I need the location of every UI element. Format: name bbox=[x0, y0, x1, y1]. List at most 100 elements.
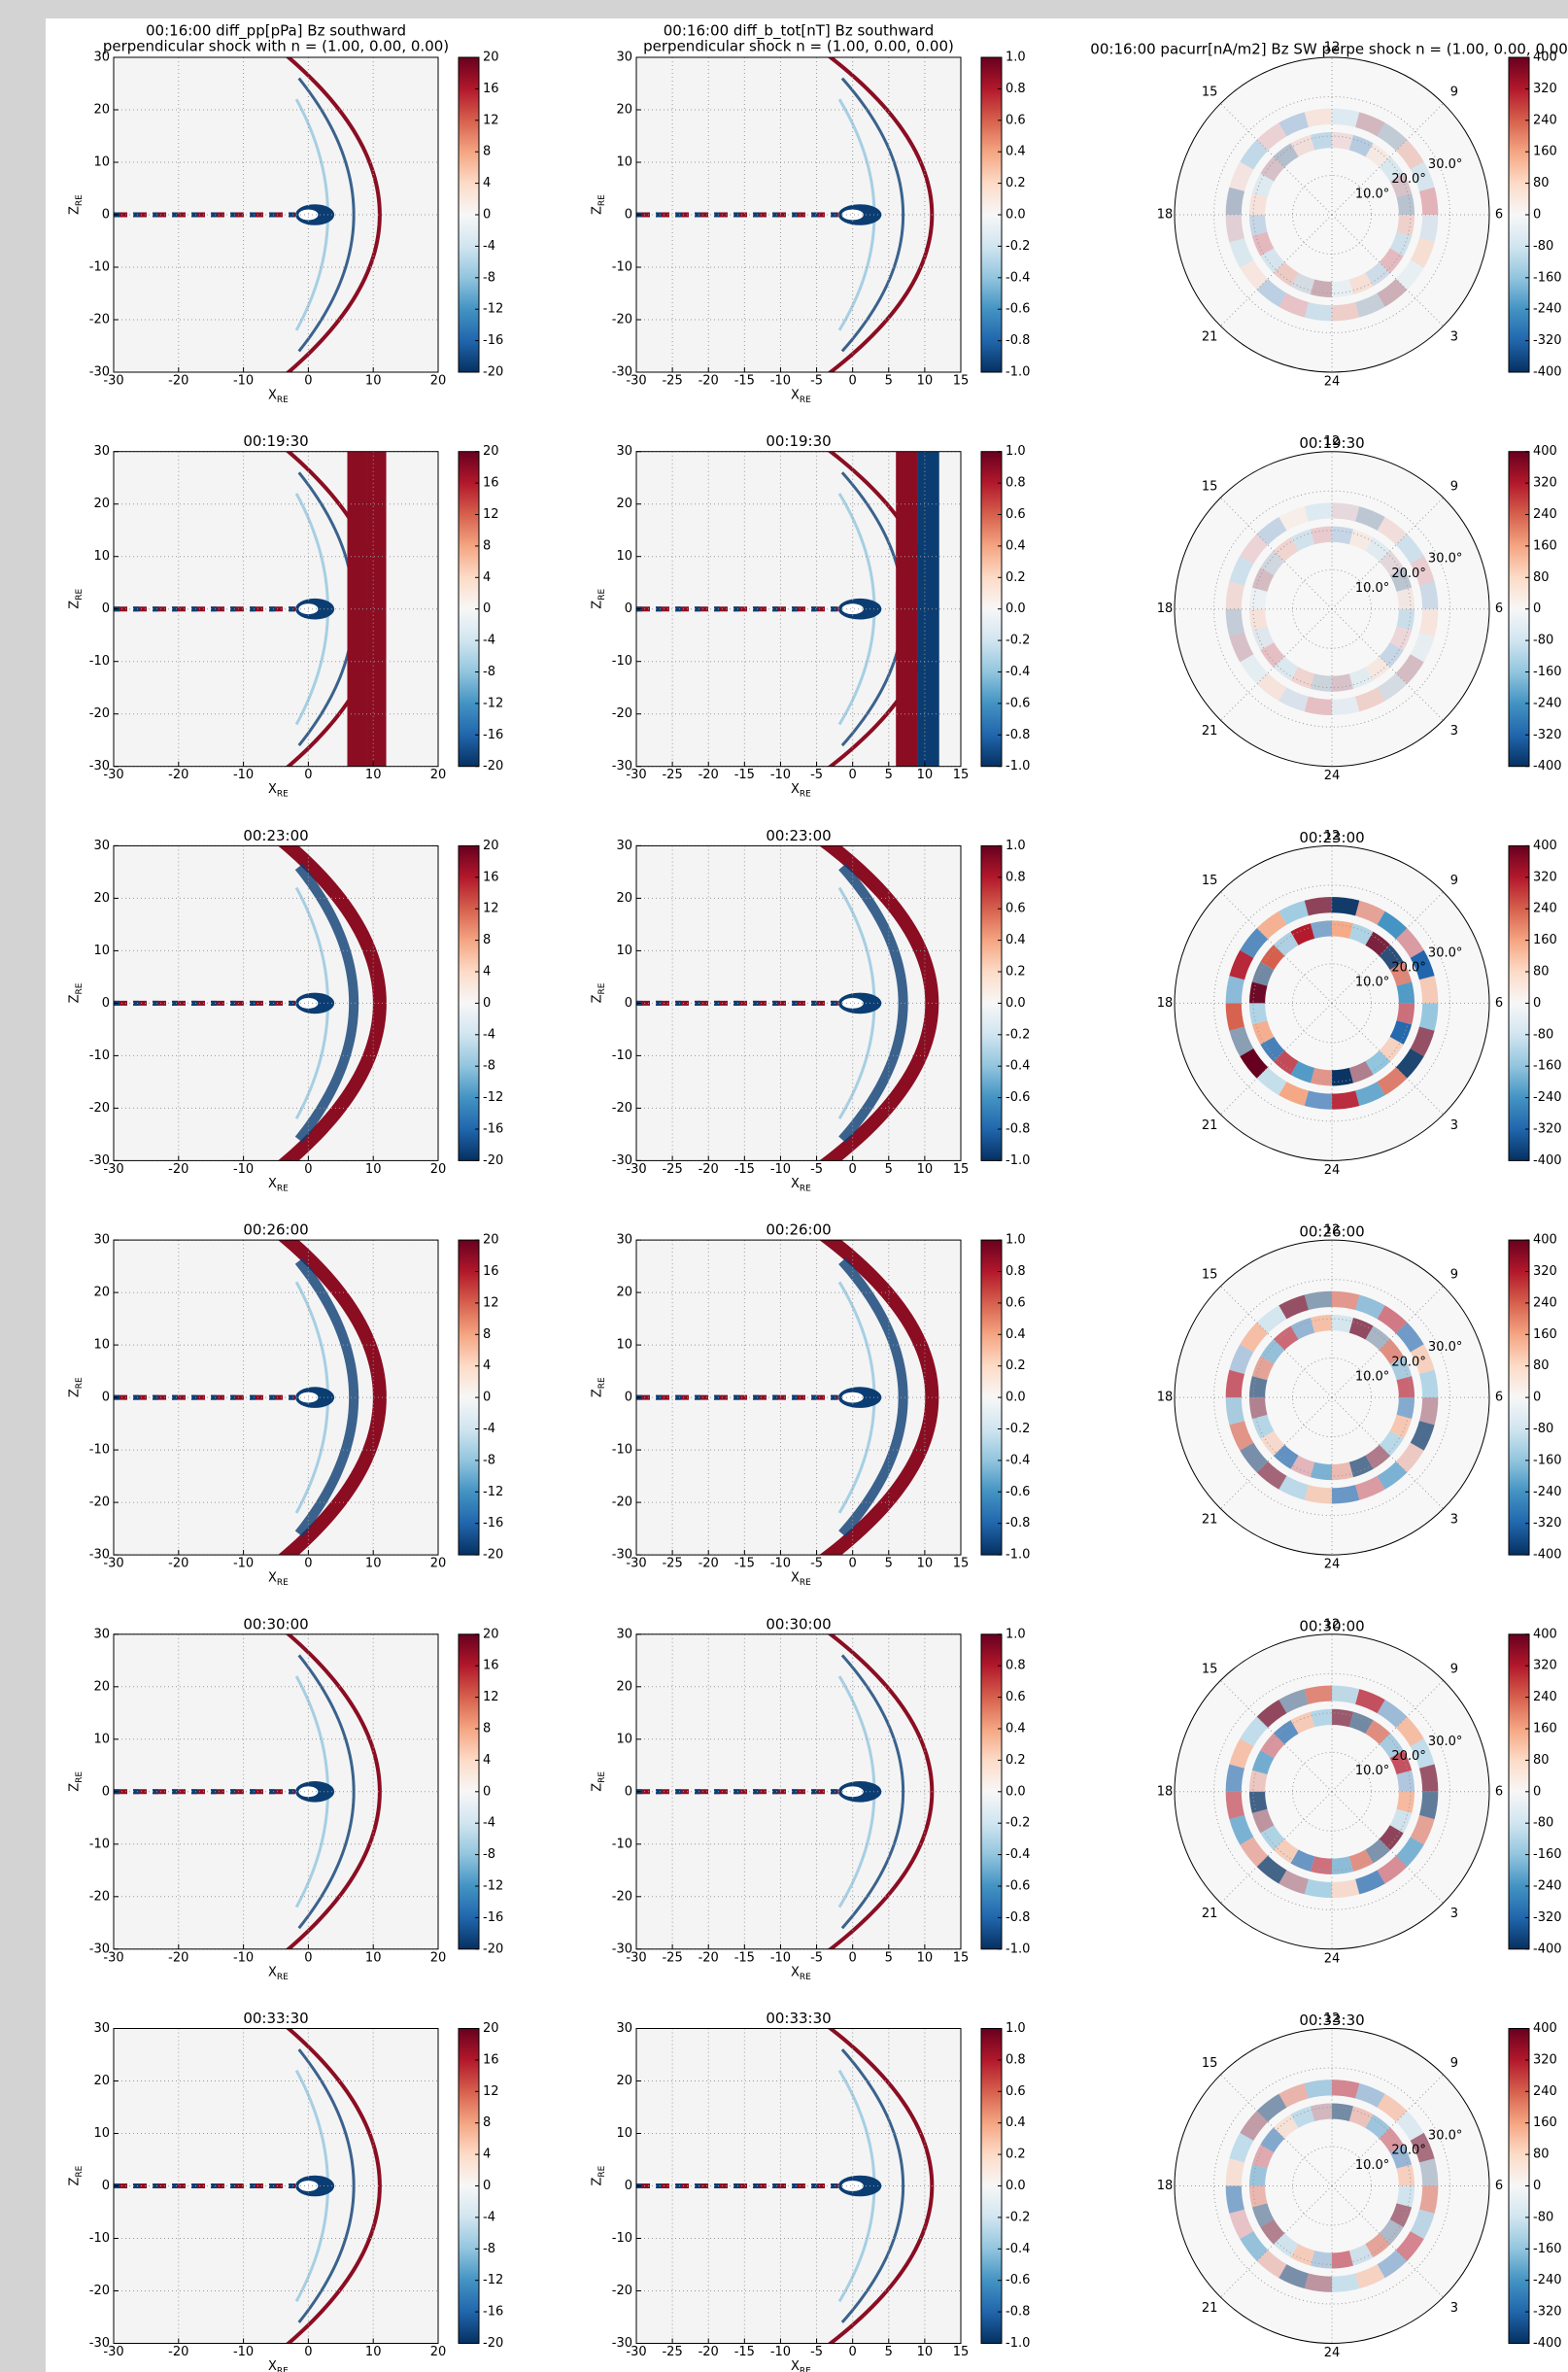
colorbar-tick-label: 20 bbox=[483, 839, 499, 853]
front bbox=[347, 452, 366, 767]
colorbar-tick-label: -12 bbox=[483, 1879, 503, 1894]
colorbar-tick-label: 80 bbox=[1533, 570, 1550, 585]
panel-title: 00:19:30 bbox=[1299, 434, 1364, 452]
y-tick-label: 10 bbox=[616, 1732, 632, 1746]
colorbar-tick-label: 4 bbox=[483, 1358, 491, 1373]
x-tick-label: 10 bbox=[917, 1557, 934, 1571]
colorbar-tick-label: 20 bbox=[483, 2021, 499, 2036]
x-tick-label: -20 bbox=[168, 1557, 188, 1571]
x-tick-label: -20 bbox=[699, 374, 719, 389]
x-tick-label: -10 bbox=[233, 768, 254, 782]
x-tick-label: -10 bbox=[233, 1162, 254, 1177]
y-tick-label: 0 bbox=[102, 996, 110, 1011]
x-tick-label: 0 bbox=[849, 1950, 857, 1965]
x-tick-label: -20 bbox=[168, 2345, 188, 2359]
colorbar-tick-label: -160 bbox=[1533, 1453, 1562, 1467]
x-tick-label: -10 bbox=[233, 1557, 254, 1571]
y-tick-label: -10 bbox=[612, 1443, 632, 1458]
colorbar-tick-label: -240 bbox=[1533, 696, 1562, 710]
colorbar-tick-label: -0.2 bbox=[1006, 634, 1030, 648]
y-tick-label: 20 bbox=[616, 891, 632, 906]
x-tick-label: 0 bbox=[849, 2345, 857, 2359]
y-tick-label: 10 bbox=[93, 155, 110, 170]
panel-title: 00:26:00 bbox=[1299, 1223, 1364, 1241]
colorbar-tick-label: 0.2 bbox=[1006, 965, 1026, 980]
x-tick-label: -25 bbox=[662, 1162, 682, 1177]
y-tick-label: -10 bbox=[89, 1443, 110, 1458]
x-tick-label: 0 bbox=[304, 374, 312, 389]
y-tick-label: 0 bbox=[625, 996, 632, 1011]
colorbar-tick-label: -0.2 bbox=[1006, 1422, 1030, 1436]
y-tick-label: 10 bbox=[616, 155, 632, 170]
y-tick-label: 10 bbox=[93, 1338, 110, 1353]
y-tick-label: 0 bbox=[625, 2179, 632, 2193]
x-tick-label: -10 bbox=[233, 2345, 254, 2359]
colorbar-tick-label: -0.6 bbox=[1006, 302, 1030, 317]
y-tick-label: -30 bbox=[89, 1942, 110, 1956]
colorbar-tick-label: -240 bbox=[1533, 2273, 1562, 2287]
colorbar-tick-label: -80 bbox=[1533, 2210, 1553, 2224]
colorbar-tick-label: -12 bbox=[483, 1485, 503, 1499]
x-tick-label: 0 bbox=[304, 1162, 312, 1177]
ring-label: 20.0° bbox=[1391, 2144, 1425, 2158]
x-tick-label: -15 bbox=[734, 1950, 755, 1965]
x-axis-label-subscript: RE bbox=[277, 2366, 289, 2372]
y-tick-label: -30 bbox=[612, 2336, 632, 2351]
colorbar-tick-label: 0.6 bbox=[1006, 1295, 1026, 1310]
x-tick-label: -25 bbox=[662, 768, 682, 782]
colorbar-tick-label: -16 bbox=[483, 2305, 503, 2320]
colorbar-tick-label: 0.6 bbox=[1006, 113, 1026, 127]
colorbar-tick-label: -0.8 bbox=[1006, 728, 1030, 742]
panel-title: 00:23:00 bbox=[766, 827, 831, 844]
ring-label: 20.0° bbox=[1391, 961, 1425, 976]
colorbar-tick-label: -4 bbox=[483, 1027, 495, 1042]
colorbar-tick-label: 240 bbox=[1533, 507, 1557, 522]
colorbar-tick-label: 0.8 bbox=[1006, 2052, 1026, 2067]
x-tick-label: -10 bbox=[770, 1162, 791, 1177]
y-tick-label: -10 bbox=[612, 1837, 632, 1851]
colorbar-tick-label: -8 bbox=[483, 665, 495, 679]
colorbar-tick-label: 0.4 bbox=[1006, 2115, 1026, 2130]
colorbar-tick-label: 0.4 bbox=[1006, 1722, 1026, 1736]
colorbar-tick-label: 240 bbox=[1533, 902, 1557, 916]
colorbar-tick-label: -400 bbox=[1533, 1548, 1562, 1563]
colorbar-tick-label: 240 bbox=[1533, 113, 1557, 127]
y-tick-label: -30 bbox=[89, 759, 110, 773]
y-tick-label: 10 bbox=[93, 944, 110, 958]
colorbar-tick-label: 4 bbox=[483, 1753, 491, 1768]
colorbar-tick-label: -80 bbox=[1533, 1027, 1553, 1042]
x-tick-label: 20 bbox=[430, 1162, 447, 1177]
x-tick-label: 0 bbox=[304, 1950, 312, 1965]
colorbar-tick-label: -1.0 bbox=[1006, 365, 1030, 380]
panel-title: 00:33:30 bbox=[1299, 2011, 1364, 2029]
colorbar-tick-label: -0.4 bbox=[1006, 2242, 1030, 2256]
colorbar-tick-label: -0.4 bbox=[1006, 1059, 1030, 1074]
colorbar-tick-label: -0.4 bbox=[1006, 1847, 1030, 1862]
colorbar-tick-label: 8 bbox=[483, 1722, 491, 1736]
ring-label: 20.0° bbox=[1391, 172, 1425, 187]
x-tick-label: 15 bbox=[953, 374, 970, 389]
theta-label: 18 bbox=[1157, 208, 1174, 223]
colorbar-tick-label: 0 bbox=[1533, 1391, 1541, 1405]
colorbar-tick-label: 80 bbox=[1533, 965, 1550, 980]
y-tick-label: 0 bbox=[625, 602, 632, 616]
colorbar-tick-label: 0.0 bbox=[1006, 208, 1026, 223]
colorbar-tick-label: 160 bbox=[1533, 2115, 1557, 2130]
theta-label: 24 bbox=[1324, 1163, 1341, 1178]
theta-label: 18 bbox=[1157, 2179, 1174, 2193]
colorbar-tick-label: -240 bbox=[1533, 302, 1562, 317]
colorbar-tick-label: 8 bbox=[483, 145, 491, 159]
x-tick-label: -15 bbox=[734, 374, 755, 389]
colorbar-tick-label: 1.0 bbox=[1006, 51, 1026, 65]
colorbar-tick-label: -8 bbox=[483, 1453, 495, 1467]
colorbar-tick-label: 0.4 bbox=[1006, 145, 1026, 159]
colorbar-tick-label: -20 bbox=[483, 1153, 503, 1168]
x-tick-label: 10 bbox=[365, 768, 382, 782]
colorbar-tick-label: 0.8 bbox=[1006, 1659, 1026, 1673]
colorbar-tick-label: 240 bbox=[1533, 1295, 1557, 1310]
panel-title: 00:30:00 bbox=[243, 1615, 308, 1633]
colorbar-tick-label: 80 bbox=[1533, 2148, 1550, 2162]
colorbar-tick-label: -320 bbox=[1533, 1122, 1562, 1137]
colorbar-tick-label: 400 bbox=[1533, 444, 1557, 459]
y-tick-label: -30 bbox=[89, 1153, 110, 1168]
